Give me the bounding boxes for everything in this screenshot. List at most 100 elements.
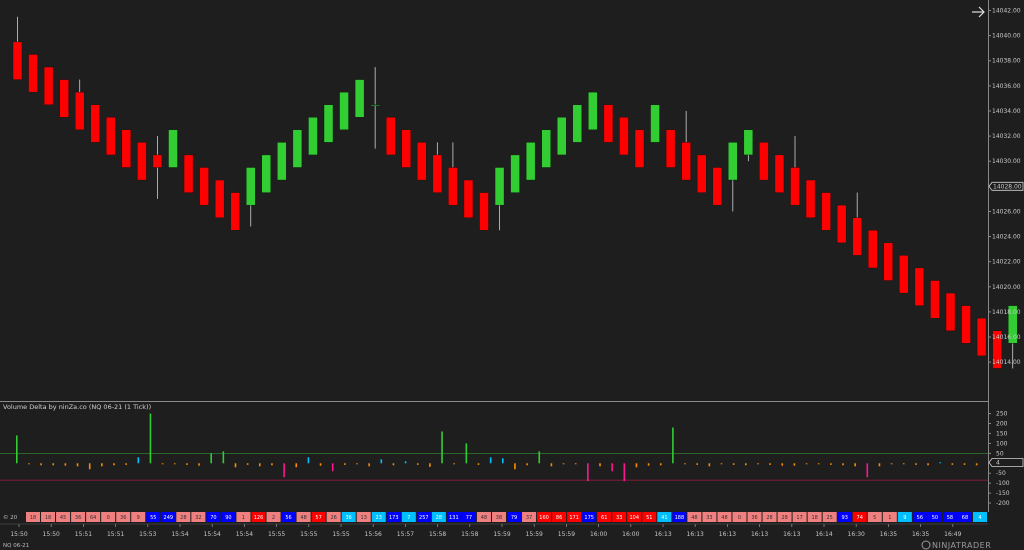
candle: [650, 104, 660, 143]
delta-box: [56, 512, 71, 522]
delta-box-label: 90: [225, 515, 231, 521]
delta-box: [672, 512, 687, 522]
delta-bar: [113, 463, 115, 466]
price-panel[interactable]: [12, 16, 1024, 369]
delta-box: [116, 512, 131, 522]
delta-box: [762, 512, 777, 522]
delta-box: [612, 512, 627, 522]
delta-box-label: 48: [481, 515, 487, 521]
candle: [836, 204, 847, 244]
delta-box-label: 74: [857, 515, 863, 521]
delta-bar: [684, 463, 686, 465]
candle-body-up: [525, 142, 536, 181]
delta-box: [356, 512, 371, 522]
candle-body-down: [945, 292, 956, 331]
candle-body-down: [821, 192, 831, 231]
candle-body-down: [43, 66, 54, 105]
delta-box-label: 18: [45, 515, 51, 521]
candle: [572, 104, 582, 143]
candle: [12, 16, 23, 80]
candle-body-down: [899, 255, 909, 294]
delta-box-label: 51: [646, 515, 652, 521]
delta-box: [822, 512, 837, 522]
indicator-current-marker: [988, 458, 1024, 467]
indicator-panel[interactable]: [0, 413, 988, 482]
candle: [899, 255, 909, 294]
delta-bar: [550, 463, 553, 467]
time-tick-label: 16:49: [944, 531, 961, 538]
candle-body-up: [308, 117, 318, 156]
delta-bar: [283, 463, 285, 478]
delta-box-label: 55: [150, 515, 156, 521]
delta-box: [552, 512, 567, 522]
candle-body-up: [728, 142, 738, 181]
indicator-tick-label: 50: [996, 450, 1004, 457]
candle: [914, 267, 925, 306]
delta-box: [867, 512, 882, 522]
candle-body-down: [914, 267, 925, 306]
delta-box-label: 173: [389, 515, 399, 521]
candle: [728, 142, 738, 212]
candle: [137, 142, 147, 181]
candle-body-down: [961, 305, 971, 344]
arrow-right-icon[interactable]: [972, 6, 985, 18]
delta-box-label: 56: [285, 515, 291, 521]
delta-bar: [295, 463, 298, 468]
delta-box-label: 249: [164, 515, 174, 521]
candle: [417, 142, 427, 181]
delta-box: [807, 512, 822, 522]
time-tick-label: 16:14: [815, 531, 832, 538]
delta-box: [401, 512, 416, 522]
delta-bar: [489, 457, 492, 464]
delta-box: [176, 512, 191, 522]
candle-body-down: [121, 129, 132, 168]
delta-box-label: 28: [436, 515, 442, 521]
delta-bar: [137, 457, 140, 464]
candle-body-down: [74, 91, 85, 131]
delta-box: [416, 512, 431, 522]
delta-box: [461, 512, 476, 522]
candle: [323, 104, 334, 143]
delta-box-label: 33: [616, 515, 622, 521]
candle-body-down: [712, 167, 722, 206]
delta-bar: [331, 463, 334, 472]
delta-box: [897, 512, 912, 522]
candle: [90, 104, 100, 143]
indicator-tick-label: 200: [996, 421, 1008, 428]
delta-bar: [866, 463, 869, 478]
candle-body-up: [572, 104, 582, 143]
delta-bar: [890, 463, 893, 465]
candle-body-up: [168, 129, 178, 168]
candle: [246, 167, 256, 227]
delta-bar: [915, 463, 917, 465]
candle-body-up: [494, 167, 505, 206]
delta-bar: [732, 463, 735, 465]
candle-body-down: [106, 117, 116, 156]
indicator-axis: 250 200 150 100 50 -50 -100 -150 -200 4: [988, 411, 1024, 507]
current-price-label: 14028.00: [993, 183, 1022, 190]
delta-box-label: 57: [315, 515, 321, 521]
candle-body-down: [448, 167, 458, 206]
delta-bar: [635, 463, 638, 468]
candle: [759, 142, 769, 181]
candle: [339, 91, 349, 131]
delta-box-label: 9: [903, 515, 906, 521]
delta-bar: [404, 461, 407, 464]
candle: [183, 154, 194, 193]
delta-bar: [854, 463, 856, 467]
time-tick-label: 16:30: [848, 531, 865, 538]
delta-box: [41, 512, 56, 522]
candle-body-down: [463, 179, 474, 218]
candle: [370, 67, 380, 149]
ninjatrader-logo: NINJATRADER: [921, 540, 991, 550]
delta-bar: [52, 463, 55, 466]
candle: [308, 117, 318, 156]
time-tick-label: 16:13: [783, 531, 800, 538]
candle-body-down: [603, 104, 614, 143]
candle-body-down: [774, 154, 785, 193]
candle-body-up: [354, 79, 365, 118]
delta-box-label: 41: [661, 515, 667, 521]
delta-box: [657, 512, 672, 522]
delta-bar: [769, 463, 771, 465]
